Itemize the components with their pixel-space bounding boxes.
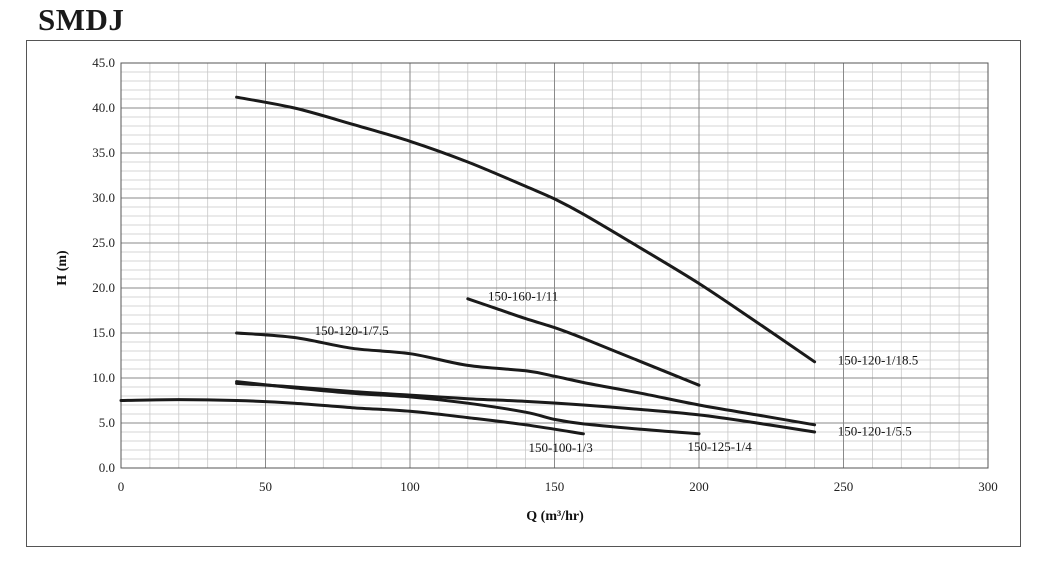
- x-tick-label: 200: [689, 479, 709, 494]
- x-tick-label: 250: [834, 479, 854, 494]
- series-line-3: [235, 381, 817, 434]
- x-axis-label: Q (m³/hr): [526, 509, 584, 524]
- series-label: 150-160-1/11: [488, 289, 558, 304]
- y-tick-label: 10.0: [92, 370, 115, 385]
- series-line-2: [235, 331, 817, 427]
- series-lines: [119, 95, 817, 436]
- x-tick-label: 100: [400, 479, 420, 494]
- y-tick-label: 0.0: [99, 460, 115, 475]
- series-labels: 150-120-1/18.5 150-160-1/11 150-120-1/7.5 1…: [315, 289, 919, 455]
- y-tick-label: 15.0: [92, 325, 115, 340]
- x-tick-label: 150: [545, 479, 565, 494]
- y-tick-label: 5.0: [99, 415, 115, 430]
- series-line-5: [119, 398, 585, 436]
- y-tick-label: 35.0: [92, 145, 115, 160]
- x-tick-label: 50: [259, 479, 272, 494]
- series-label: 150-120-1/18.5: [838, 353, 919, 368]
- y-tick-label: 30.0: [92, 190, 115, 205]
- major-gridlines: [120, 62, 989, 469]
- series-line-0: [235, 95, 817, 364]
- y-axis-label: H (m): [55, 250, 70, 286]
- x-tick-label: 0: [118, 479, 125, 494]
- series-line-1: [466, 297, 701, 387]
- y-tick-label: 40.0: [92, 100, 115, 115]
- series-label: 150-120-1/5.5: [838, 424, 912, 439]
- x-tick-label: 300: [978, 479, 998, 494]
- series-label: 150-125-1/4: [687, 439, 752, 454]
- chart-frame: [26, 40, 1021, 547]
- chart-title: SMDJ: [38, 2, 125, 37]
- plot-area-border: [120, 62, 989, 469]
- y-tick-label: 25.0: [92, 235, 115, 250]
- y-tick-label: 20.0: [92, 280, 115, 295]
- tick-labels: 0 50 100 150 200 250 300 0.0 5.0 10.0 15.0 20.0 25.0…: [92, 55, 998, 494]
- series-label: 150-120-1/7.5: [315, 323, 389, 338]
- series-label: 150-100-1/3: [528, 440, 592, 455]
- series-line-4: [235, 380, 701, 436]
- y-tick-label: 45.0: [92, 55, 115, 70]
